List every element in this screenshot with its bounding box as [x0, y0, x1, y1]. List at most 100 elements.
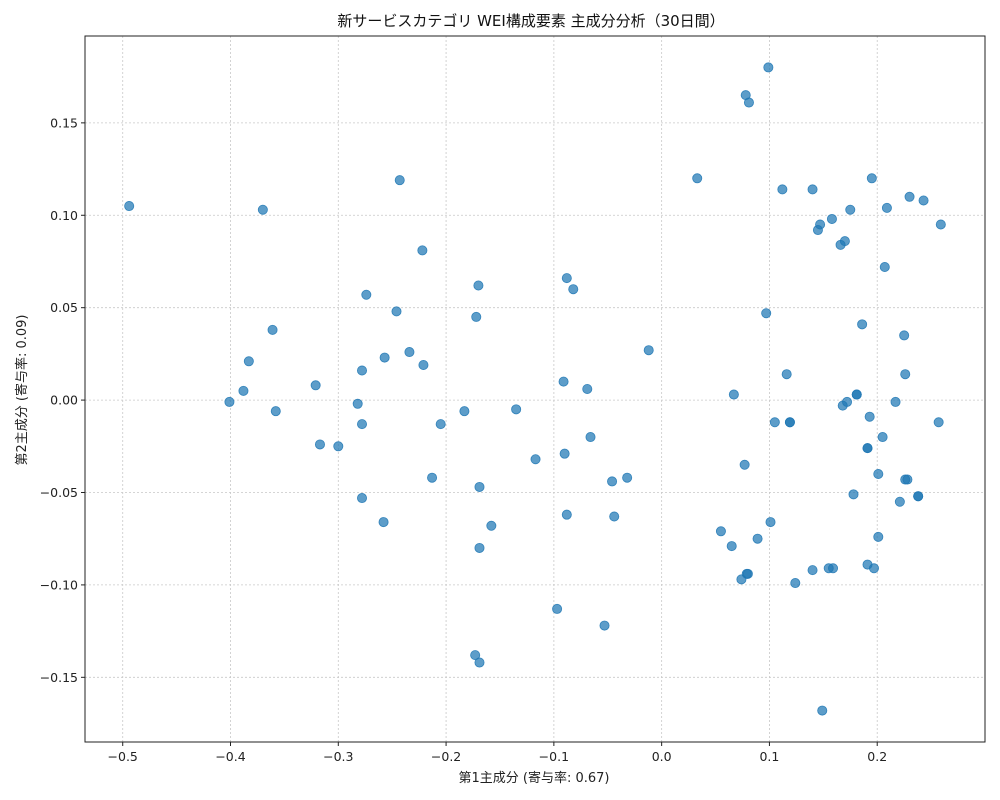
points-layer	[124, 62, 946, 716]
scatter-point	[418, 359, 429, 370]
x-tick-label: 0.2	[867, 749, 887, 764]
scatter-point	[270, 406, 281, 417]
scatter-point	[873, 469, 884, 480]
scatter-point	[933, 417, 944, 428]
scatter-point	[900, 474, 911, 485]
x-tick-label: 0.1	[759, 749, 779, 764]
scatter-point	[417, 245, 428, 256]
scatter-point	[743, 97, 754, 108]
scatter-point	[314, 439, 325, 450]
scatter-point	[817, 705, 828, 716]
y-tick-label: 0.05	[50, 300, 78, 315]
y-tick-label: −0.10	[40, 577, 78, 592]
scatter-point	[890, 396, 901, 407]
scatter-point	[474, 542, 485, 553]
scatter-point	[238, 385, 249, 396]
scatter-point	[864, 411, 875, 422]
scatter-point	[835, 239, 846, 250]
plot-frame	[84, 35, 986, 743]
scatter-point	[404, 347, 415, 358]
x-tick-label: −0.2	[431, 749, 461, 764]
scatter-point	[558, 376, 569, 387]
scatter-point	[848, 489, 859, 500]
scatter-point	[435, 419, 446, 430]
y-tick-label: 0.10	[50, 208, 78, 223]
scatter-point	[763, 62, 774, 73]
scatter-point	[394, 175, 405, 186]
scatter-point	[474, 481, 485, 492]
scatter-point	[807, 565, 818, 576]
scatter-point	[765, 517, 776, 528]
scatter-point	[781, 369, 792, 380]
scatter-point	[391, 306, 402, 317]
scatter-point	[257, 204, 268, 215]
scatter-point	[361, 289, 372, 300]
scatter-point	[728, 389, 739, 400]
scatter-point	[471, 311, 482, 322]
scatter-point	[826, 213, 837, 224]
scatter-point	[124, 201, 135, 212]
scatter-point	[559, 448, 570, 459]
scatter-point	[607, 476, 618, 487]
scatter-point	[470, 650, 481, 661]
scatter-point	[761, 308, 772, 319]
scatter-point	[913, 491, 924, 502]
scatter-point	[474, 657, 485, 668]
scatter-point	[609, 511, 620, 522]
scatter-point	[857, 319, 868, 330]
scatter-point	[837, 400, 848, 411]
scatter-point	[333, 441, 344, 452]
scatter-point	[918, 195, 929, 206]
scatter-point	[866, 173, 877, 184]
scatter-point	[879, 262, 890, 273]
scatter-point	[894, 496, 905, 507]
scatter-point	[357, 365, 368, 376]
scatter-point	[357, 493, 368, 504]
scatter-point	[379, 352, 390, 363]
scatter-point	[873, 531, 884, 542]
x-tick-label: −0.3	[323, 749, 353, 764]
grid-layer	[85, 36, 985, 742]
scatter-point	[868, 563, 879, 574]
scatter-point	[352, 398, 363, 409]
scatter-point	[807, 184, 818, 195]
scatter-point	[622, 472, 633, 483]
scatter-point	[599, 620, 610, 631]
scatter-point	[851, 389, 862, 400]
scatter-point	[224, 396, 235, 407]
x-tick-label: −0.1	[539, 749, 569, 764]
scatter-point	[459, 406, 470, 417]
scatter-point	[877, 432, 888, 443]
scatter-point	[552, 603, 563, 614]
scatter-point	[427, 472, 438, 483]
scatter-point	[473, 280, 484, 291]
scatter-point	[715, 526, 726, 537]
x-tick-label: −0.5	[108, 749, 138, 764]
scatter-point	[900, 369, 911, 380]
scatter-point	[726, 541, 737, 552]
scatter-point	[486, 520, 497, 531]
scatter-point	[777, 184, 788, 195]
x-axis-title: 第1主成分 (寄与率: 0.67)	[458, 770, 609, 786]
scatter-point	[568, 284, 579, 295]
scatter-point	[582, 383, 593, 394]
y-tick-label: −0.15	[40, 670, 78, 685]
scatter-point	[643, 345, 654, 356]
y-axis-title: 第2主成分 (寄与率: 0.09)	[14, 314, 30, 465]
scatter-point	[935, 219, 946, 230]
scatter-point	[769, 417, 780, 428]
y-tick-label: 0.00	[50, 393, 78, 408]
scatter-point	[784, 417, 795, 428]
scatter-point	[904, 191, 915, 202]
scatter-point	[310, 380, 321, 391]
scatter-point	[790, 578, 801, 589]
scatter-point	[378, 517, 389, 528]
scatter-point	[692, 173, 703, 184]
scatter-point	[585, 432, 596, 443]
y-tick-label: 0.15	[50, 115, 78, 130]
ticks-layer: −0.5 −0.4 −0.3 −0.2 −0.1 0.0 0.1 0.2 −0.15 −0.10 −…	[40, 115, 887, 764]
scatter-point	[267, 324, 278, 335]
scatter-point	[862, 443, 873, 454]
scatter-point	[812, 225, 823, 236]
